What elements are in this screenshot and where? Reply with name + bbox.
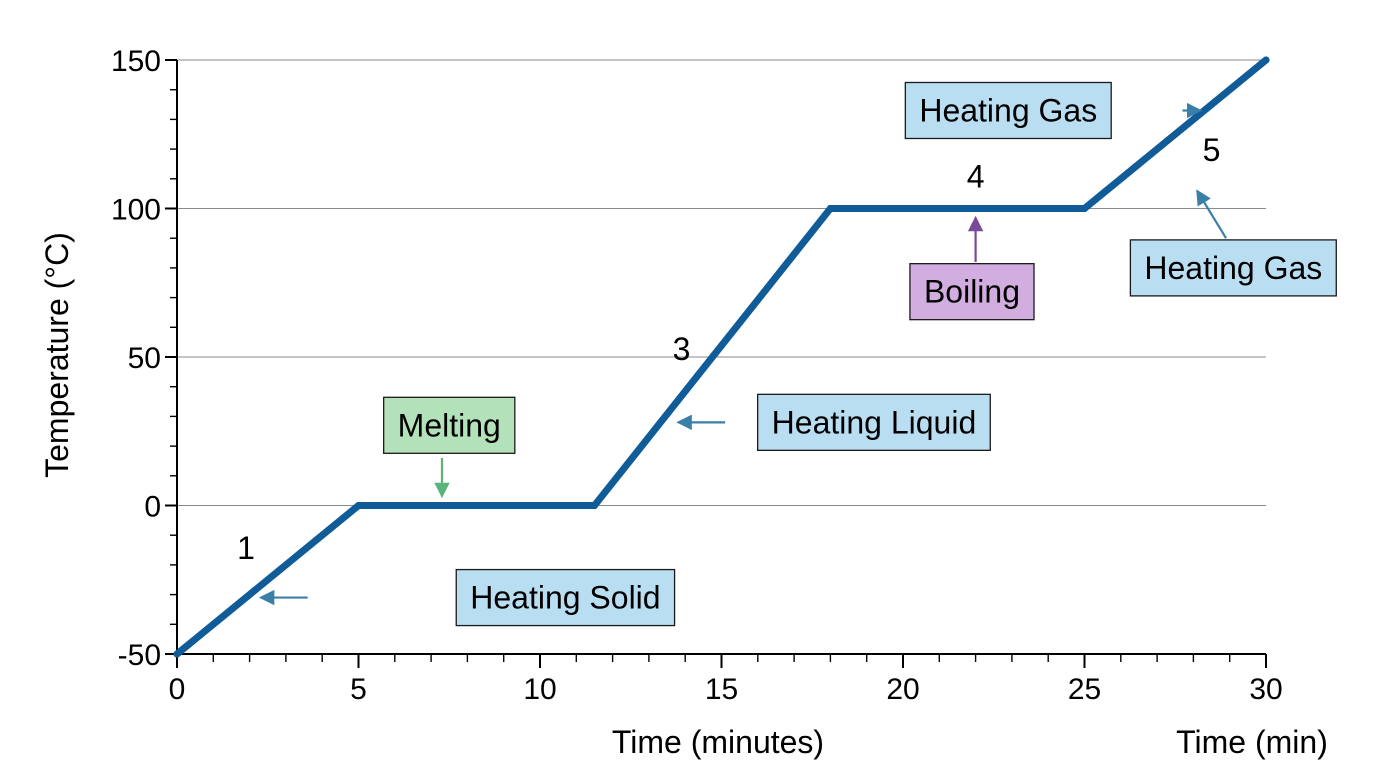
segment-number: 5 [1203, 132, 1221, 168]
x-axis-title-secondary: Time (min) [1176, 724, 1328, 760]
x-tick-label: 0 [169, 673, 186, 706]
y-axis-title: Temperature (°C) [39, 232, 75, 478]
annotation: Heating Liquid [676, 393, 991, 451]
annotations: Heating Solid Melting Heating Liquid Boilin… [258, 81, 1337, 627]
annotation-box [757, 393, 991, 451]
y-tick-label: 150 [111, 45, 161, 78]
x-tick-label: 15 [705, 673, 738, 706]
x-tick-label: 10 [523, 673, 556, 706]
annotation-label: Heating Solid [470, 580, 660, 616]
data-point [1081, 205, 1088, 212]
annotation: Heating Gas [1129, 189, 1337, 297]
segment-numbers: 1 3 4 5 [237, 132, 1220, 566]
annotation-label: Heating Gas [1144, 250, 1322, 286]
annotation: Melting [383, 396, 516, 499]
annotation-box [1129, 239, 1337, 297]
annotation-label: Boiling [924, 274, 1020, 310]
x-tick-label: 20 [886, 673, 919, 706]
y-tick-label: 50 [128, 342, 161, 375]
data-point [355, 502, 362, 509]
annotation-box [909, 263, 1035, 321]
data-point [1262, 56, 1270, 64]
x-axis-title: Time (minutes) [612, 724, 824, 760]
series [173, 56, 1270, 658]
annotation: Heating Gas [904, 81, 1203, 140]
annotation-arrow [1196, 189, 1228, 239]
annotation-label: Heating Gas [919, 92, 1097, 128]
annotation: Heating Solid [258, 568, 676, 627]
annotation-label: Heating Liquid [772, 404, 977, 440]
x-tick-label: 5 [350, 673, 367, 706]
annotation-box [455, 568, 676, 627]
annotation-box [904, 81, 1112, 140]
heating-curve-line [173, 56, 1270, 658]
segment-number: 4 [967, 159, 985, 195]
annotation-label: Melting [398, 407, 501, 443]
x-tick-label: 30 [1249, 673, 1282, 706]
data-point [590, 502, 598, 509]
y-tick-label: -50 [118, 639, 161, 672]
annotation: Boiling [909, 215, 1035, 321]
y-tick-label: 100 [111, 194, 161, 227]
data-point [826, 205, 834, 212]
segment-number: 1 [237, 530, 255, 566]
annotation-box [383, 396, 516, 454]
y-tick-label: 0 [144, 491, 161, 524]
x-tick-label: 25 [1068, 673, 1101, 706]
grid-lines [177, 59, 1266, 506]
data-point [173, 650, 181, 658]
segment-number: 3 [673, 331, 691, 367]
